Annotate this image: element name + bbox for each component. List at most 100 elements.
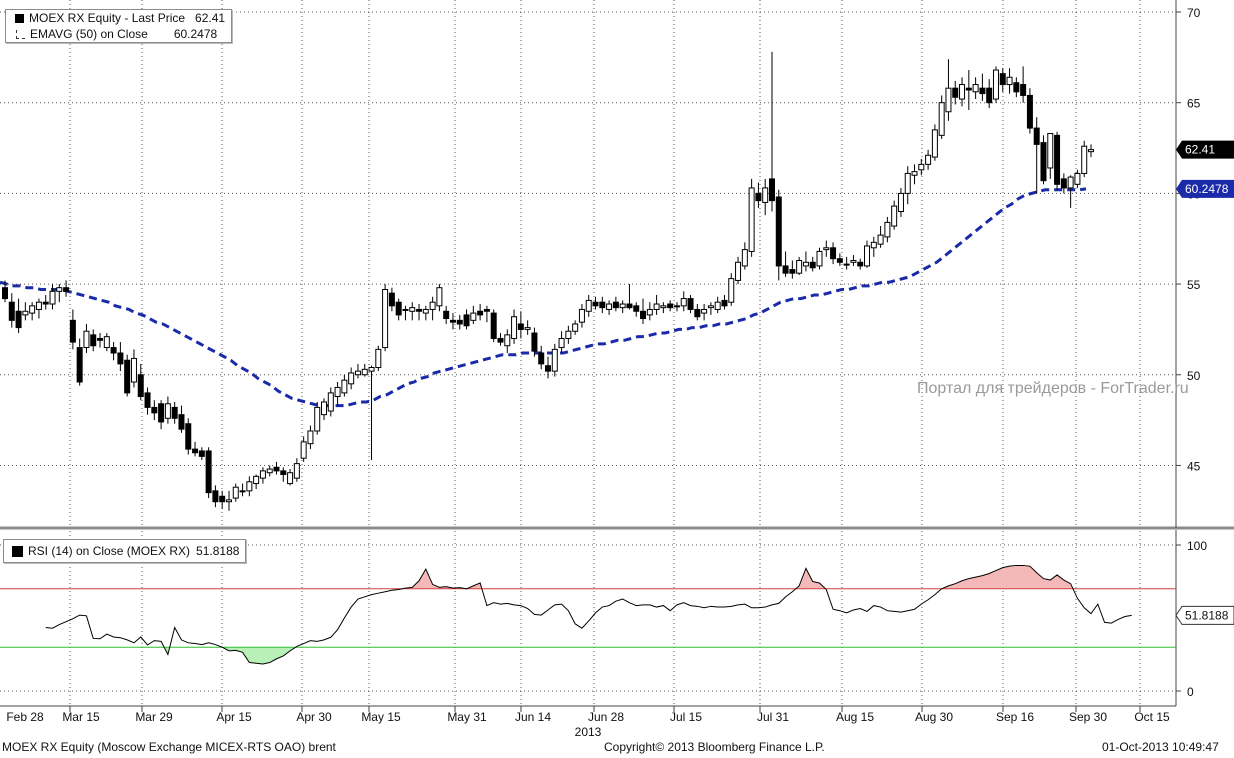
- candle-body-down: [782, 265, 789, 274]
- candle-body-up: [266, 468, 273, 474]
- candle: [225, 490, 232, 511]
- candle-body-up: [660, 305, 667, 309]
- candle: [103, 333, 110, 352]
- candle-body-down: [198, 450, 205, 457]
- candle: [572, 320, 579, 335]
- rsi-y-ticks: 0 100: [1176, 539, 1207, 699]
- candle: [551, 343, 558, 377]
- candle-body-down: [517, 323, 524, 330]
- candle: [1074, 169, 1081, 188]
- candle: [361, 363, 368, 377]
- candle: [1054, 131, 1061, 190]
- candle-body-down: [42, 301, 49, 305]
- candle-body-up: [1074, 172, 1081, 185]
- candle-body-up: [293, 463, 300, 479]
- candle: [110, 342, 117, 361]
- candle: [388, 287, 395, 312]
- candle: [185, 418, 192, 455]
- price-legend-value: 62.41: [195, 11, 226, 25]
- candle-body-up: [402, 308, 409, 311]
- candle-swatch-icon: [15, 13, 24, 23]
- candle-body-down: [205, 450, 212, 494]
- candle: [293, 458, 300, 482]
- candle-body-up: [680, 298, 687, 307]
- candle-body-down: [90, 334, 97, 347]
- candle: [626, 284, 633, 310]
- candle-body-up: [49, 290, 56, 305]
- candle-body-down: [185, 423, 192, 450]
- candle: [857, 258, 864, 270]
- candle-body-up: [382, 289, 389, 349]
- candle-body-down: [388, 292, 395, 307]
- rsi-bands: [0, 588, 1176, 648]
- candle-body-up: [823, 247, 830, 251]
- candle-body-down: [694, 308, 701, 318]
- candle-body-up: [578, 308, 585, 323]
- candle-body-down: [8, 301, 15, 321]
- candle-body-up: [470, 312, 477, 321]
- candle-body-up: [741, 249, 748, 267]
- candle-body-down: [612, 301, 619, 309]
- candle: [266, 465, 273, 477]
- x-tick-label: Feb 28: [6, 710, 44, 724]
- candle-body-up: [728, 278, 735, 303]
- candle: [592, 296, 599, 310]
- x-tick-label: Apr 15: [216, 710, 252, 724]
- price-tick-label: 65: [1187, 97, 1201, 111]
- ema-series: [0, 187, 1087, 408]
- candle-body-down: [144, 392, 151, 408]
- candle: [925, 149, 932, 170]
- candle-body-down: [178, 414, 185, 430]
- candle: [29, 302, 36, 321]
- candle: [497, 333, 504, 346]
- candle-body-up: [673, 305, 680, 308]
- candle: [986, 79, 993, 109]
- candle-body-up: [938, 102, 945, 136]
- candle: [918, 158, 925, 176]
- ema-tag-text: 60.2478: [1185, 182, 1229, 196]
- candle: [789, 260, 796, 279]
- x-year-label: 2013: [575, 725, 602, 739]
- candle: [83, 323, 90, 353]
- candle-body-up: [972, 84, 979, 93]
- candle: [714, 296, 721, 314]
- candle-body-up: [22, 310, 29, 316]
- candle-body-up: [606, 303, 613, 310]
- candle-body-down: [857, 261, 864, 267]
- candle-body-up: [239, 490, 246, 493]
- candle-body-up: [103, 336, 110, 349]
- price-legend: MOEX RX Equity - Last Price 62.41 EMAVG …: [5, 9, 233, 43]
- candle-body-down: [15, 310, 22, 329]
- candle: [42, 294, 49, 310]
- candle: [232, 483, 239, 502]
- candle: [1033, 117, 1040, 194]
- candle: [348, 367, 355, 390]
- candle: [341, 374, 348, 397]
- candle: [1040, 135, 1047, 185]
- candle: [178, 405, 185, 433]
- candle: [354, 363, 361, 379]
- candle: [979, 73, 986, 101]
- candle-body-down: [755, 192, 762, 202]
- candle: [327, 387, 334, 417]
- candle-body-up: [300, 441, 307, 459]
- candle-body-down: [768, 178, 775, 202]
- rsi-tick-label: 0: [1187, 685, 1194, 699]
- candle-body-down: [986, 87, 993, 104]
- candle: [748, 178, 755, 257]
- candle-body-up: [1047, 133, 1054, 169]
- candle: [212, 485, 219, 508]
- candle-body-down: [273, 466, 280, 472]
- price-tick-label: 55: [1187, 278, 1201, 292]
- candle: [198, 447, 205, 461]
- candle: [578, 304, 585, 328]
- candle: [775, 189, 782, 281]
- candle: [599, 296, 606, 314]
- price-tick-label: 45: [1187, 459, 1201, 473]
- candle-body-up: [511, 316, 518, 339]
- candle-body-down: [545, 365, 551, 372]
- candle: [402, 305, 409, 321]
- candle: [63, 280, 70, 297]
- candle: [76, 338, 83, 386]
- x-tick-label: May 15: [361, 710, 401, 724]
